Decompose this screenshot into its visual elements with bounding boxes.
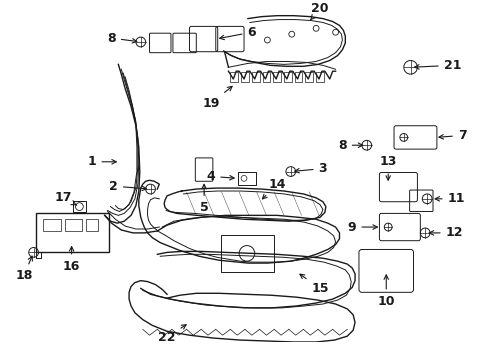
- Bar: [73, 201, 86, 212]
- Bar: [294, 72, 302, 82]
- Text: 1: 1: [88, 155, 116, 168]
- Text: 18: 18: [15, 256, 32, 282]
- Bar: [316, 72, 324, 82]
- Text: 21: 21: [415, 59, 461, 72]
- Text: 15: 15: [300, 274, 329, 295]
- Text: 14: 14: [263, 178, 286, 199]
- Text: 9: 9: [348, 221, 377, 234]
- Bar: [86, 219, 98, 231]
- Bar: [284, 72, 292, 82]
- Text: 8: 8: [107, 32, 137, 45]
- Bar: [36, 213, 109, 252]
- Bar: [241, 72, 249, 82]
- Bar: [230, 72, 238, 82]
- Bar: [238, 171, 256, 185]
- Bar: [43, 219, 61, 231]
- Text: 5: 5: [200, 184, 208, 214]
- Text: 2: 2: [109, 180, 147, 193]
- Text: 16: 16: [63, 247, 80, 273]
- Text: 20: 20: [310, 3, 329, 20]
- Text: 19: 19: [202, 86, 232, 110]
- Text: 13: 13: [380, 155, 397, 180]
- Text: 4: 4: [206, 170, 234, 183]
- Text: 10: 10: [377, 275, 395, 307]
- Text: 11: 11: [435, 192, 465, 205]
- Text: 6: 6: [220, 26, 256, 40]
- Text: 7: 7: [439, 129, 466, 142]
- Bar: [263, 72, 270, 82]
- Text: 12: 12: [429, 226, 463, 239]
- Bar: [305, 72, 313, 82]
- Bar: [252, 72, 260, 82]
- Text: 8: 8: [338, 139, 363, 152]
- Bar: [65, 219, 82, 231]
- Text: 3: 3: [295, 162, 327, 175]
- Bar: [273, 72, 281, 82]
- Text: 22: 22: [158, 325, 186, 344]
- Bar: [220, 235, 274, 272]
- Text: 17: 17: [54, 191, 77, 205]
